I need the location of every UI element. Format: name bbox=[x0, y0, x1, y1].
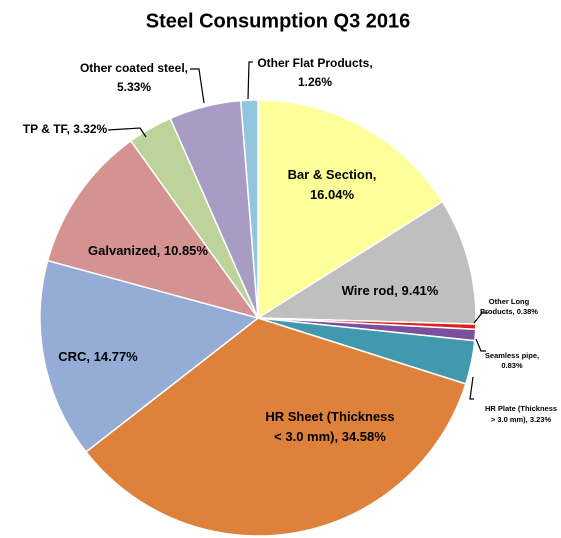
data-label: HR Plate (Thickness > 3.0 mm), 3.23% bbox=[485, 404, 557, 424]
data-label-line: 16.04% bbox=[310, 187, 355, 202]
data-label-line: > 3.0 mm), 3.23% bbox=[491, 415, 552, 424]
pie-slice bbox=[84, 317, 467, 537]
leader-line bbox=[473, 312, 488, 324]
data-label-line: 0.83% bbox=[501, 361, 523, 370]
leader-line bbox=[247, 61, 253, 100]
data-label-line: 1.26% bbox=[298, 75, 332, 89]
data-label-line: HR Plate (Thickness bbox=[485, 404, 557, 413]
data-label: Other Long Products, 0.38% bbox=[480, 297, 538, 316]
pie-slice bbox=[257, 99, 444, 320]
data-label: Other coated steel, 5.33% bbox=[80, 61, 188, 94]
leader-line bbox=[475, 338, 486, 352]
data-label-line: CRC, 14.77% bbox=[58, 349, 138, 364]
data-label-line: Bar & Section, bbox=[288, 167, 377, 182]
leader-line bbox=[190, 68, 205, 104]
data-label-line: Other coated steel, bbox=[80, 61, 188, 75]
data-label-line: < 3.0 mm), 34.58% bbox=[274, 429, 386, 444]
data-label: Other Flat Products, 1.26% bbox=[257, 56, 372, 89]
data-label-line: TP & TF, 3.32% bbox=[23, 122, 108, 136]
data-label: TP & TF, 3.32% bbox=[23, 122, 108, 136]
data-label-line: Other Long bbox=[489, 297, 530, 306]
data-label-line: Products, 0.38% bbox=[480, 307, 538, 316]
data-label: Seamless pipe, 0.83% bbox=[485, 351, 539, 370]
leader-lines bbox=[107, 61, 488, 400]
pie-slice bbox=[239, 99, 259, 319]
data-label: CRC, 14.77% bbox=[58, 349, 138, 364]
leader-line bbox=[107, 127, 147, 138]
data-label: Galvanized, 10.85% bbox=[88, 243, 208, 258]
data-label-line: 5.33% bbox=[117, 80, 151, 94]
data-label-line: Galvanized, 10.85% bbox=[88, 243, 208, 258]
data-label-line: Wire rod, 9.41% bbox=[342, 283, 439, 298]
pie-slice bbox=[39, 259, 260, 453]
leader-line bbox=[469, 376, 474, 400]
data-label-line: Seamless pipe, bbox=[485, 351, 539, 360]
data-label: Wire rod, 9.41% bbox=[342, 283, 439, 298]
data-label-line: Other Flat Products, bbox=[257, 56, 372, 70]
data-label-line: HR Sheet (Thickness bbox=[265, 409, 394, 424]
pie-slice bbox=[46, 139, 260, 320]
chart-title: Steel Consumption Q3 2016 bbox=[146, 10, 411, 32]
data-label: Bar & Section, 16.04% bbox=[288, 167, 377, 202]
data-label: HR Sheet (Thickness < 3.0 mm), 34.58% bbox=[265, 409, 394, 444]
pie-slice bbox=[255, 200, 477, 325]
